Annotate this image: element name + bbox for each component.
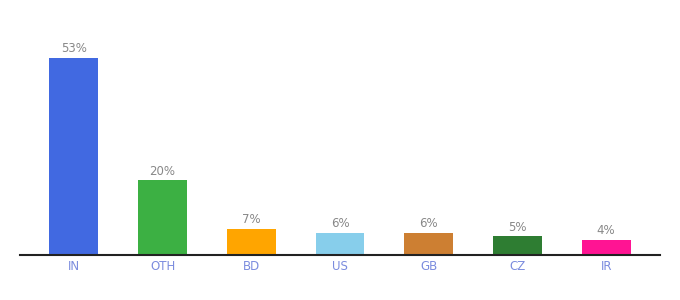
Text: 7%: 7% (242, 213, 260, 226)
Text: 4%: 4% (597, 224, 615, 238)
Bar (50, 58, 98, 255)
Text: 53%: 53% (61, 42, 87, 55)
Bar (582, 240, 630, 255)
Text: 5%: 5% (508, 221, 527, 234)
Bar (227, 229, 275, 255)
Text: 20%: 20% (150, 165, 175, 178)
Bar (493, 236, 542, 255)
Bar (316, 232, 364, 255)
Text: 6%: 6% (330, 217, 350, 230)
Text: 6%: 6% (420, 217, 438, 230)
Bar (405, 232, 453, 255)
Bar (138, 181, 187, 255)
